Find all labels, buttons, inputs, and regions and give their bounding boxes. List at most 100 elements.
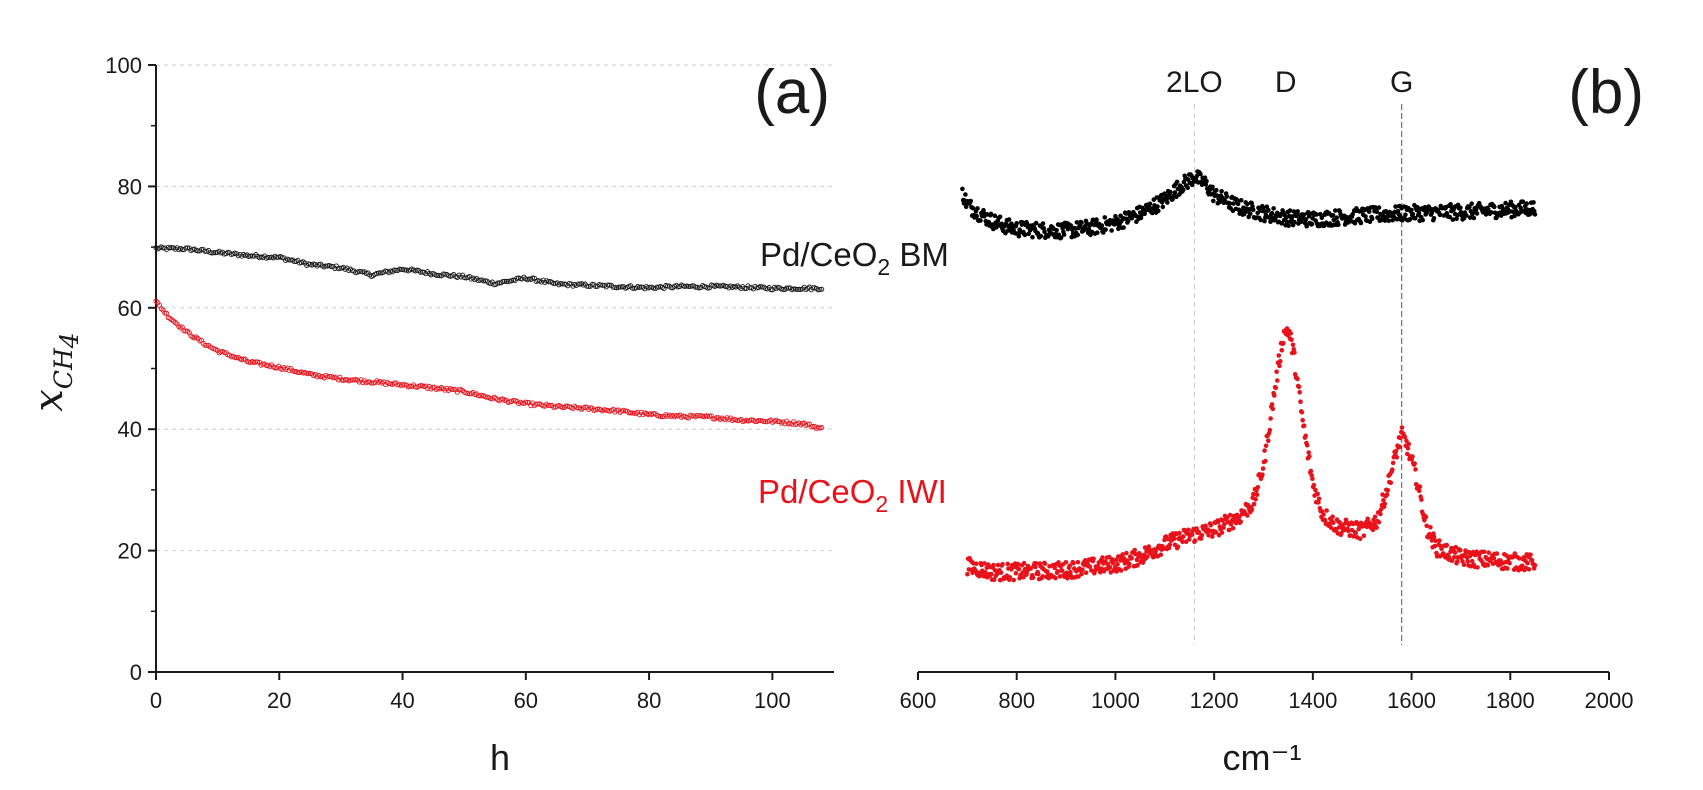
panel-b-data-point — [1316, 496, 1322, 502]
panel-b-data-point — [1132, 547, 1137, 553]
panel-b-data-point — [1276, 353, 1282, 358]
panel-b-data-point — [1374, 525, 1379, 530]
panel-b-data-point — [1079, 220, 1084, 225]
panel-b-data-point — [1292, 219, 1297, 225]
panel-b-data-point — [1363, 214, 1368, 219]
panel-b-data-point — [1374, 209, 1380, 214]
panel-a-data-point — [246, 359, 252, 365]
panel-b-data-point — [1505, 566, 1510, 571]
panel-a-data-point — [500, 278, 506, 285]
panel-b-data-point — [1260, 472, 1265, 478]
panel-b-data-point — [1382, 501, 1388, 507]
panel-b-data-point — [1369, 216, 1375, 221]
panel-b-peak-label: D — [1275, 66, 1297, 99]
panel-b-data-point — [1040, 221, 1046, 226]
panel-b-data-point — [1219, 530, 1225, 535]
panel-b-data-point — [1145, 554, 1150, 560]
panel-b-data-point — [1177, 530, 1182, 536]
panel-b-data-point — [1413, 467, 1418, 472]
panel-b-data-point — [1021, 574, 1026, 580]
panel-b-data-point — [1473, 207, 1479, 212]
panel-b-data-point — [1135, 562, 1140, 568]
panel-b-data-point — [1263, 458, 1268, 464]
panel-a-data-point — [582, 404, 588, 410]
panel-b-data-point — [1532, 212, 1538, 217]
panel-b-data-point — [1309, 221, 1315, 227]
legend-iwi-sub: 2 — [875, 491, 888, 517]
panel-b-data-point — [1381, 498, 1386, 503]
panel-b-data-point — [982, 561, 987, 566]
panel-b-data-point — [1074, 220, 1080, 225]
panel-a-data-point — [696, 413, 702, 419]
panel-b-data-point — [1352, 220, 1358, 226]
panel-a-data-point — [535, 401, 541, 407]
panel-b-data-point — [1083, 570, 1089, 575]
panel-b-data-point — [1298, 399, 1303, 405]
panel-b-data-point — [974, 561, 979, 566]
panel-b-data-point — [1416, 488, 1422, 494]
panel-a-data-point — [742, 285, 748, 291]
panel-b-data-point — [974, 213, 979, 219]
panel-b-data-point — [1155, 204, 1160, 209]
panel-b-data-point — [1308, 468, 1314, 474]
panel-a-data-point — [685, 283, 692, 290]
panel-b-data-point — [1525, 560, 1530, 566]
panel-b-x-tick-label: 1000 — [1091, 688, 1140, 713]
panel-b-series-bm — [960, 169, 1538, 241]
panel-b-data-point — [1339, 530, 1344, 536]
panel-b-data-point — [1075, 232, 1080, 238]
panel-b-data-point — [1474, 211, 1480, 216]
panel-b-data-point — [989, 571, 994, 577]
panel-b-data-point — [1262, 448, 1267, 453]
panel-b-data-point — [1405, 451, 1410, 457]
panel-a-data-point — [248, 253, 254, 259]
panel-a-data-point — [756, 417, 762, 424]
panel-b-data-point — [1231, 201, 1236, 206]
panel-b-data-point — [1416, 210, 1422, 216]
panel-b-data-point — [1407, 217, 1413, 222]
panel-b-data-point — [968, 198, 973, 204]
panel-b-data-point — [1022, 232, 1028, 238]
panel-b-data-point — [1255, 210, 1260, 216]
panel-b-data-point — [1378, 507, 1384, 512]
panel-b-data-point — [1270, 406, 1276, 412]
panel-b-data-point — [1289, 337, 1294, 343]
panel-a-data-point — [530, 275, 536, 281]
panel-a-data-point — [559, 281, 565, 287]
panel-b-data-point — [1314, 212, 1319, 217]
panel-a-data-point — [763, 419, 769, 425]
panel-b-data-point — [1199, 533, 1205, 538]
panel-a-data-point — [274, 254, 280, 260]
panel-b-data-point — [1406, 441, 1411, 447]
panel-b-data-point — [1211, 198, 1216, 204]
panel-a-data-point — [605, 282, 611, 288]
panel-a-data-point — [279, 255, 285, 261]
panel-b-data-point — [1449, 558, 1455, 563]
panel-b-data-point — [1115, 561, 1120, 567]
panel-b-data-point — [1277, 363, 1282, 369]
panel-b-data-point — [1160, 204, 1166, 210]
panel-b-tag: (b) — [1568, 58, 1644, 127]
panel-b-data-point — [1303, 433, 1308, 439]
panel-b-data-point — [1180, 539, 1185, 545]
panel-b-data-point — [1394, 217, 1400, 222]
panel-b-data-point — [1251, 501, 1257, 507]
panel-a-data-point — [349, 377, 355, 383]
panel-b-x-tick-label: 1400 — [1288, 688, 1337, 713]
panel-b-data-point — [963, 204, 969, 210]
panel-b-data-point — [1273, 385, 1279, 391]
panel-b-data-point — [1156, 208, 1161, 214]
panel-a-x-tick-label: 20 — [267, 688, 291, 713]
panel-b-data-point — [1074, 569, 1079, 574]
panel-b-data-point — [1036, 571, 1041, 577]
panel-b-data-point — [1465, 559, 1470, 564]
panel-b-data-point — [1399, 425, 1405, 430]
panel-b-x-tick-label: 2000 — [1585, 688, 1634, 713]
panel-b-data-point — [1042, 229, 1047, 235]
panel-b-data-point — [1000, 562, 1005, 567]
panel-a-data-point — [647, 284, 653, 290]
panel-b-data-point — [1433, 538, 1438, 544]
panel-a-data-point — [202, 342, 208, 348]
panel-b-data-point — [1437, 538, 1442, 543]
panel-b-data-point — [1071, 561, 1076, 566]
